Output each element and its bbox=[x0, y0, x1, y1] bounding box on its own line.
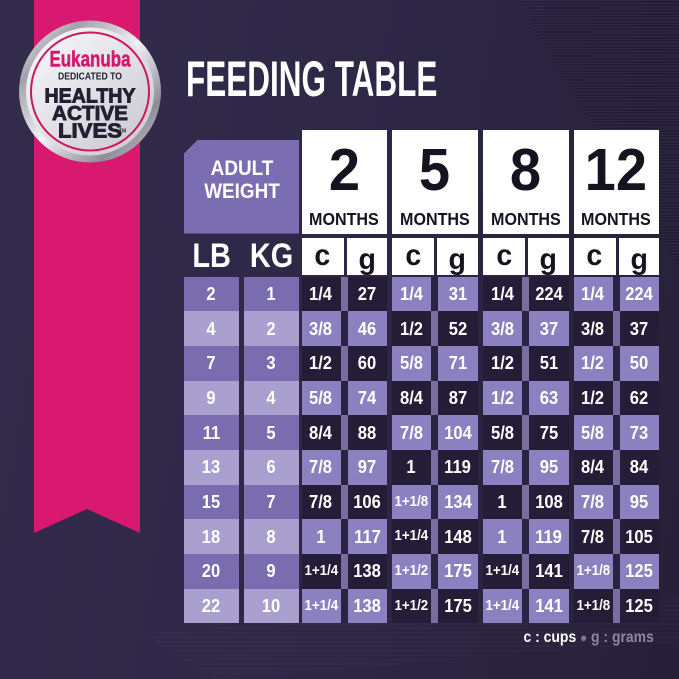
svg-text:DEDICATED TO: DEDICATED TO bbox=[58, 72, 122, 83]
svg-text:LIVES: LIVES bbox=[58, 120, 122, 143]
svg-text:Eukanuba: Eukanuba bbox=[50, 47, 132, 72]
svg-text:ACTIVE: ACTIVE bbox=[52, 102, 128, 125]
svg-text:HEALTHY: HEALTHY bbox=[45, 84, 136, 107]
svg-text:TM: TM bbox=[119, 129, 126, 135]
